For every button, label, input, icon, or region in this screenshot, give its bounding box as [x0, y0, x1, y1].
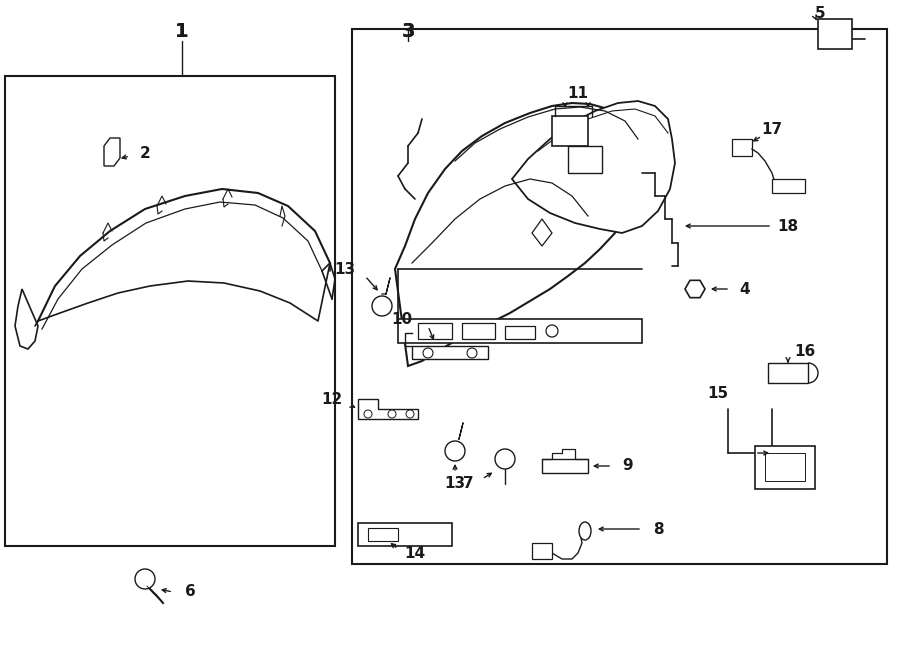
- Polygon shape: [398, 319, 642, 343]
- Polygon shape: [418, 323, 452, 339]
- Polygon shape: [755, 446, 815, 489]
- Circle shape: [467, 348, 477, 358]
- Text: 4: 4: [740, 282, 751, 297]
- Text: 10: 10: [392, 311, 412, 327]
- Circle shape: [423, 348, 433, 358]
- Circle shape: [135, 569, 155, 589]
- Polygon shape: [505, 326, 535, 339]
- Polygon shape: [685, 280, 705, 297]
- Text: 15: 15: [707, 385, 729, 401]
- Polygon shape: [15, 289, 38, 349]
- Circle shape: [372, 296, 392, 316]
- Text: 14: 14: [404, 545, 426, 561]
- Circle shape: [388, 410, 396, 418]
- Text: 17: 17: [761, 122, 783, 137]
- Polygon shape: [765, 453, 805, 481]
- Polygon shape: [412, 346, 488, 359]
- Circle shape: [495, 449, 515, 469]
- Polygon shape: [358, 399, 418, 419]
- Bar: [352, 29, 887, 564]
- Ellipse shape: [579, 522, 591, 540]
- Polygon shape: [818, 19, 852, 49]
- Polygon shape: [462, 323, 495, 339]
- Text: 16: 16: [795, 344, 815, 358]
- Text: 13: 13: [445, 475, 465, 490]
- Polygon shape: [732, 139, 752, 156]
- Text: 9: 9: [623, 459, 634, 473]
- Polygon shape: [512, 101, 675, 233]
- Text: 3: 3: [401, 22, 415, 40]
- Polygon shape: [358, 523, 452, 546]
- Polygon shape: [532, 219, 552, 246]
- Polygon shape: [568, 146, 602, 173]
- Circle shape: [445, 441, 465, 461]
- Text: 6: 6: [184, 584, 195, 600]
- Text: 13: 13: [335, 262, 356, 276]
- Text: 18: 18: [778, 219, 798, 233]
- Circle shape: [406, 410, 414, 418]
- Text: 5: 5: [814, 5, 825, 20]
- Polygon shape: [768, 363, 808, 383]
- Circle shape: [546, 325, 558, 337]
- Polygon shape: [368, 528, 398, 541]
- Text: 1: 1: [176, 22, 189, 40]
- Text: 7: 7: [463, 475, 473, 490]
- Polygon shape: [552, 116, 588, 146]
- Polygon shape: [772, 179, 805, 193]
- Polygon shape: [395, 103, 642, 366]
- Text: 1: 1: [176, 22, 189, 40]
- Polygon shape: [542, 459, 588, 473]
- Text: 8: 8: [652, 522, 663, 537]
- Circle shape: [364, 410, 372, 418]
- Text: 11: 11: [568, 85, 589, 100]
- Bar: [5, 76, 335, 546]
- Text: 2: 2: [140, 145, 150, 161]
- Polygon shape: [38, 189, 330, 321]
- Polygon shape: [104, 138, 120, 166]
- Text: 3: 3: [401, 22, 415, 40]
- Polygon shape: [532, 543, 552, 559]
- Text: 12: 12: [321, 391, 343, 407]
